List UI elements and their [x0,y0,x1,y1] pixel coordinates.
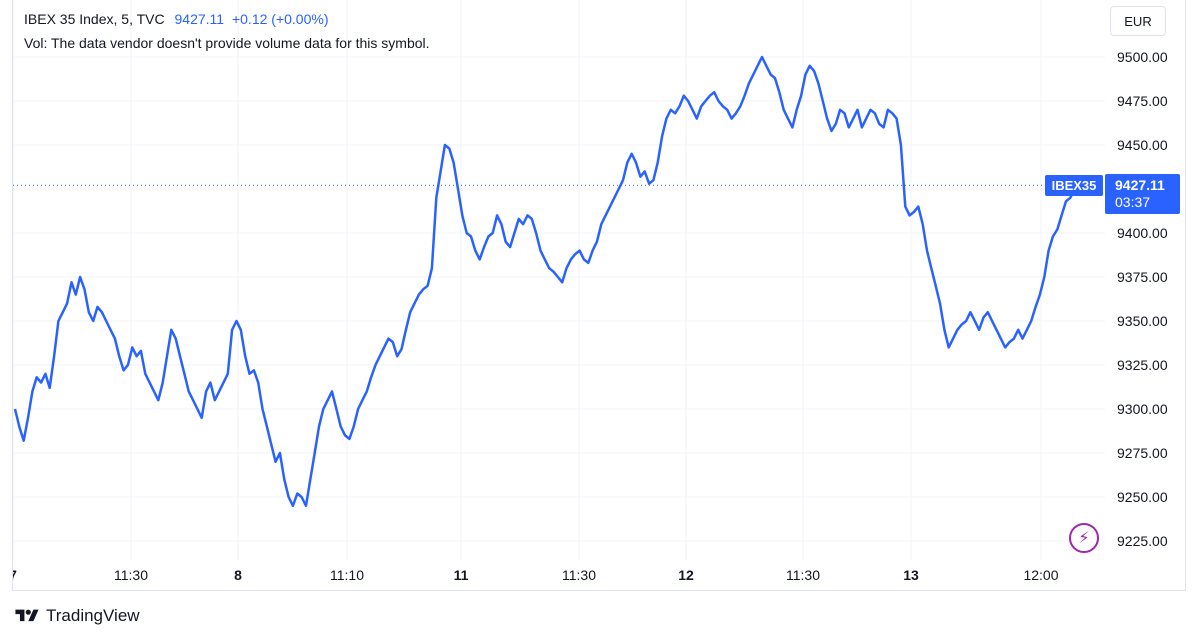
x-tick-label: 13 [903,567,919,583]
tradingview-brand[interactable]: TradingView [14,606,140,626]
last-price-label: 9427.11 03:37 [1105,174,1180,214]
y-tick-label: 9350.00 [1117,313,1168,329]
currency-button[interactable]: EUR [1110,6,1166,36]
brand-name: TradingView [46,606,140,625]
volume-note: Vol: The data vendor doesn't provide vol… [24,35,430,51]
chart-area[interactable]: 9500.009475.009450.009425.009400.009375.… [13,0,1187,591]
y-tick-label: 9325.00 [1117,357,1168,373]
lightning-bolt-icon[interactable]: ⚡ [1069,523,1099,553]
tradingview-logo-icon [15,609,39,622]
y-tick-label: 9275.00 [1117,445,1168,461]
x-tick-label: 7 [13,567,17,583]
x-tick-label: 11:30 [114,567,148,583]
x-tick-label: 11:30 [562,567,596,583]
x-tick-label: 12:00 [1023,567,1058,583]
y-tick-label: 9300.00 [1117,401,1168,417]
x-axis[interactable]: 7 11:30 8 11:10 11 11:30 12 11:30 13 12:00 [13,567,1059,583]
last-price-value: 9427.11 [1115,177,1165,193]
y-tick-label: 9225.00 [1117,533,1168,549]
price-series-line [13,55,1080,508]
price-points [15,57,1079,506]
x-tick-label: 8 [234,567,242,583]
chart-frame: 9500.009475.009450.009425.009400.009375.… [12,0,1186,591]
x-tick-label: 11:30 [786,567,820,583]
y-tick-label: 9500.00 [1117,49,1168,65]
x-tick-label: 11 [454,567,469,583]
y-tick-label: 9450.00 [1117,137,1168,153]
y-tick-label: 9375.00 [1117,269,1168,285]
y-tick-label: 9250.00 [1117,489,1168,505]
symbol-title[interactable]: IBEX 35 Index, 5, TVC [24,11,165,27]
price-change: +0.12 (+0.00%) [231,11,329,27]
bar-countdown: 03:37 [1115,194,1151,210]
x-tick-label: 12 [678,567,694,583]
x-tick-label: 11:10 [330,567,364,583]
symbol-price-tag: IBEX35 [1045,175,1103,196]
last-value: 9427.11 [174,11,225,27]
y-tick-label: 9400.00 [1117,225,1168,241]
y-tick-label: 9475.00 [1117,93,1168,109]
y-axis[interactable]: 9500.009475.009450.009425.009400.009375.… [1117,49,1168,549]
symbol-legend[interactable]: IBEX 35 Index, 5, TVC 9427.11 +0.12 (+0.… [24,11,328,27]
